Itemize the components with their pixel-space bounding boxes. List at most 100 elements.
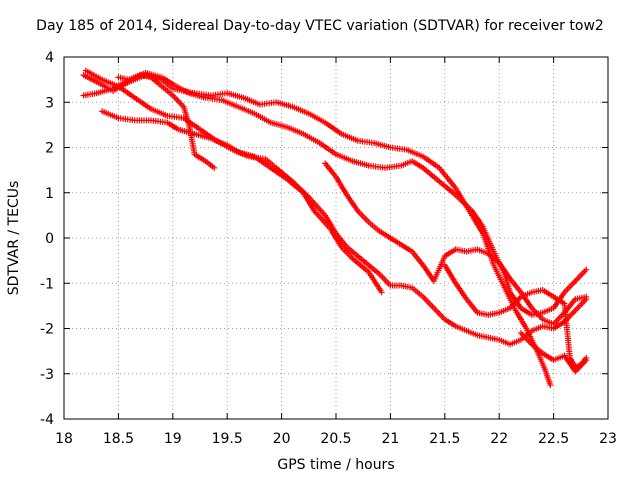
point-trail bbox=[366, 270, 384, 294]
point-trail bbox=[443, 247, 457, 258]
point-trail bbox=[166, 113, 185, 121]
point-trail bbox=[443, 317, 457, 329]
data-point bbox=[547, 382, 554, 389]
point-trail bbox=[242, 95, 261, 107]
point-trail bbox=[345, 193, 360, 213]
point-trail bbox=[405, 147, 424, 159]
point-trail bbox=[226, 90, 245, 101]
y-tick-label: -3 bbox=[40, 367, 54, 383]
point-trail bbox=[117, 84, 136, 100]
point-trail bbox=[497, 261, 512, 280]
data-point bbox=[583, 266, 590, 273]
y-tick-label: 2 bbox=[45, 141, 54, 157]
point-trail bbox=[470, 214, 485, 235]
y-tick-label: 0 bbox=[45, 231, 54, 247]
point-trail bbox=[568, 356, 578, 369]
point-trail bbox=[437, 166, 458, 190]
point-trail bbox=[411, 286, 425, 299]
point-trail bbox=[465, 328, 479, 338]
point-trail bbox=[573, 297, 588, 312]
point-trail bbox=[226, 143, 240, 154]
point-trail bbox=[541, 306, 555, 315]
x-tick-label: 19 bbox=[164, 431, 182, 447]
chart-title: Day 185 of 2014, Sidereal Day-to-day VTE… bbox=[36, 18, 604, 34]
point-trail bbox=[573, 358, 588, 373]
point-trail bbox=[476, 332, 490, 341]
point-trail bbox=[519, 306, 533, 317]
point-trail bbox=[307, 195, 327, 217]
point-trail bbox=[133, 96, 153, 111]
point-trail bbox=[323, 214, 338, 235]
point-trail bbox=[171, 82, 191, 96]
point-trail bbox=[432, 306, 447, 321]
point-trail bbox=[150, 106, 169, 118]
point-trail bbox=[367, 220, 381, 233]
series-track-6 bbox=[441, 262, 590, 370]
point-trail bbox=[285, 177, 305, 195]
point-trail bbox=[487, 335, 500, 343]
point-trail bbox=[328, 227, 344, 249]
point-trail bbox=[400, 159, 413, 168]
x-tick-label: 23 bbox=[599, 431, 617, 447]
point-trail bbox=[552, 353, 566, 363]
point-trail bbox=[421, 166, 441, 184]
point-trail bbox=[209, 136, 229, 148]
point-trail bbox=[351, 256, 370, 274]
point-trail bbox=[411, 159, 425, 170]
point-trail bbox=[491, 264, 507, 289]
point-trail bbox=[84, 68, 103, 82]
point-trail bbox=[275, 99, 294, 110]
point-trail bbox=[384, 162, 402, 171]
data-point bbox=[211, 164, 218, 171]
point-trail bbox=[453, 282, 469, 301]
point-trail bbox=[438, 179, 457, 197]
point-trail bbox=[542, 368, 553, 387]
point-trail bbox=[264, 157, 278, 170]
point-trail bbox=[269, 120, 288, 130]
point-trail bbox=[541, 351, 555, 362]
point-trail bbox=[345, 245, 365, 263]
point-trail bbox=[286, 125, 305, 137]
point-trail bbox=[82, 73, 98, 84]
point-trail bbox=[186, 124, 198, 156]
point-trail bbox=[465, 246, 479, 255]
point-trail bbox=[389, 236, 403, 247]
point-trail bbox=[535, 350, 547, 371]
point-trail bbox=[431, 255, 447, 282]
x-axis-label: GPS time / hours bbox=[277, 457, 395, 473]
y-tick-label: 1 bbox=[45, 186, 54, 202]
point-trail bbox=[368, 162, 386, 171]
point-trail bbox=[340, 131, 359, 143]
x-tick-label: 22.5 bbox=[538, 431, 569, 447]
point-trail bbox=[487, 310, 500, 318]
series-track-4 bbox=[99, 108, 385, 296]
plot-data bbox=[80, 67, 590, 389]
point-trail bbox=[312, 209, 333, 231]
point-trail bbox=[318, 141, 338, 156]
point-trail bbox=[301, 191, 317, 212]
point-trail bbox=[508, 295, 523, 310]
point-trail bbox=[400, 242, 414, 254]
point-trail bbox=[160, 84, 174, 97]
point-trail bbox=[530, 342, 544, 355]
point-trail bbox=[335, 152, 354, 164]
point-trail bbox=[378, 229, 392, 240]
point-trail bbox=[552, 295, 566, 306]
point-trail bbox=[513, 309, 529, 330]
point-trail bbox=[150, 117, 168, 126]
point-trail bbox=[334, 232, 349, 249]
point-trail bbox=[307, 111, 327, 125]
series-track-5 bbox=[322, 160, 590, 327]
point-trail bbox=[340, 245, 354, 260]
point-trail bbox=[498, 306, 511, 315]
y-tick-label: 3 bbox=[45, 95, 54, 111]
point-trail bbox=[530, 306, 545, 321]
point-trail bbox=[259, 99, 277, 108]
point-trail bbox=[480, 225, 496, 253]
point-trail bbox=[269, 166, 289, 181]
point-trail bbox=[378, 272, 392, 287]
point-trail bbox=[454, 193, 474, 213]
point-trail bbox=[442, 264, 458, 285]
point-trail bbox=[410, 250, 425, 267]
point-trail bbox=[166, 120, 180, 132]
